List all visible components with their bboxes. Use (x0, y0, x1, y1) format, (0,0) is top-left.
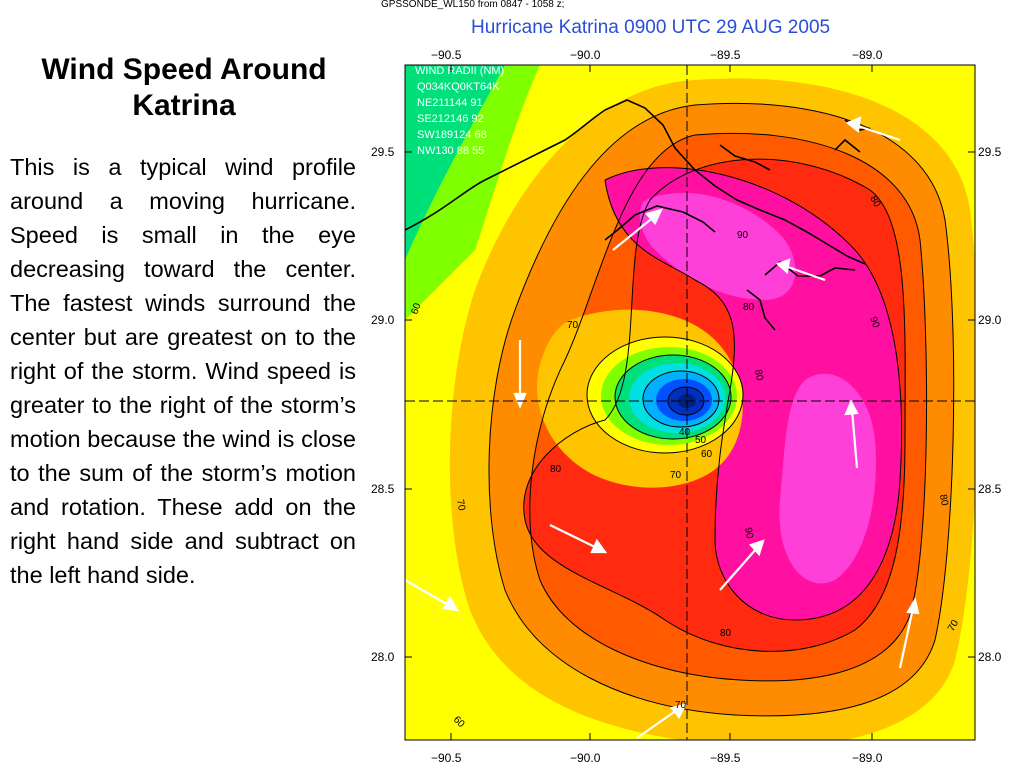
contour-label: 40 (679, 427, 691, 438)
lat-tick-label: 29.5 (371, 145, 395, 159)
wind-speed-map: GPSSONDE_WL150 from 0847 - 1058 z; Hurri… (371, 0, 1002, 765)
wind-radii-row: NE211144 91 (417, 97, 483, 109)
lon-tick-label: −89.5 (710, 48, 741, 62)
contour-label: 80 (752, 369, 765, 382)
lat-tick-label: 28.5 (978, 482, 1002, 496)
contour-label: 70 (670, 470, 682, 481)
lon-tick-label: −90.5 (431, 48, 462, 62)
contour-field: 60 70 80 90 40 50 60 70 80 90 80 70 80 7… (405, 65, 975, 740)
lon-ticks-top: −90.5 −90.0 −89.5 −89.0 (431, 48, 883, 62)
contour-label: 70 (454, 499, 467, 512)
lat-tick-label: 29.5 (978, 145, 1002, 159)
source-line: GPSSONDE_WL150 from 0847 - 1058 z; (381, 0, 564, 10)
contour-label: 60 (701, 449, 713, 460)
contour-90 (639, 192, 876, 584)
lon-ticks-bottom: −90.5 −90.0 −89.5 −89.0 (431, 751, 883, 765)
lon-tick-label: −90.5 (431, 751, 462, 765)
wind-radii-legend: WIND RADII (NM) Q034KQ0KT64K NE211144 91… (415, 65, 504, 157)
contour-label: 60 (409, 301, 423, 316)
contour-labels: 60 70 80 90 40 50 60 70 80 90 80 70 80 7… (409, 194, 961, 730)
contour-label: 80 (867, 194, 882, 210)
contour-label: 70 (567, 320, 579, 331)
lat-ticks-left: 29.5 29.0 28.5 28.0 (371, 145, 395, 664)
lat-tick-label: 28.5 (371, 482, 395, 496)
contour-label: 90 (737, 230, 749, 241)
lat-tick-label: 29.0 (371, 313, 395, 327)
contour-label: 80 (743, 302, 755, 313)
slide-title: Wind Speed Around Katrina (41, 53, 327, 122)
lat-ticks-right: 29.5 29.0 28.5 28.0 (978, 145, 1002, 664)
wind-radii-row: NW130 88 55 (417, 145, 484, 157)
slide-body-text: This is a typical wind profile around a … (10, 154, 356, 588)
contour-label: 50 (695, 435, 707, 446)
wind-radii-row: SW189124 68 (417, 129, 487, 141)
wind-radii-row: SE212146 92 (417, 113, 484, 125)
contour-label: 70 (946, 618, 961, 634)
contour-label: 90 (867, 315, 881, 330)
contour-label: 70 (675, 700, 687, 711)
lat-tick-label: 28.0 (978, 650, 1002, 664)
wind-radii-row: Q034KQ0KT64K (417, 81, 500, 93)
lon-tick-label: −90.0 (570, 751, 601, 765)
wind-arrows (405, 116, 920, 739)
contour-label: 80 (720, 628, 732, 639)
contour-label: 90 (742, 527, 755, 540)
lat-tick-label: 28.0 (371, 650, 395, 664)
contour-label: 80 (937, 494, 950, 507)
axis-ticks (405, 65, 975, 740)
map-title: Hurricane Katrina 0900 UTC 29 AUG 2005 (471, 17, 830, 38)
lon-tick-label: −89.5 (710, 751, 741, 765)
lon-tick-label: −89.0 (852, 751, 883, 765)
lon-tick-label: −90.0 (570, 48, 601, 62)
contour-lines (488, 102, 955, 717)
lat-tick-label: 29.0 (978, 313, 1002, 327)
plot-frame (404, 64, 976, 741)
contour-label: 80 (550, 464, 562, 475)
coastline (405, 99, 871, 331)
wind-radii-header: WIND RADII (NM) (415, 65, 504, 77)
lon-tick-label: −89.0 (852, 48, 883, 62)
